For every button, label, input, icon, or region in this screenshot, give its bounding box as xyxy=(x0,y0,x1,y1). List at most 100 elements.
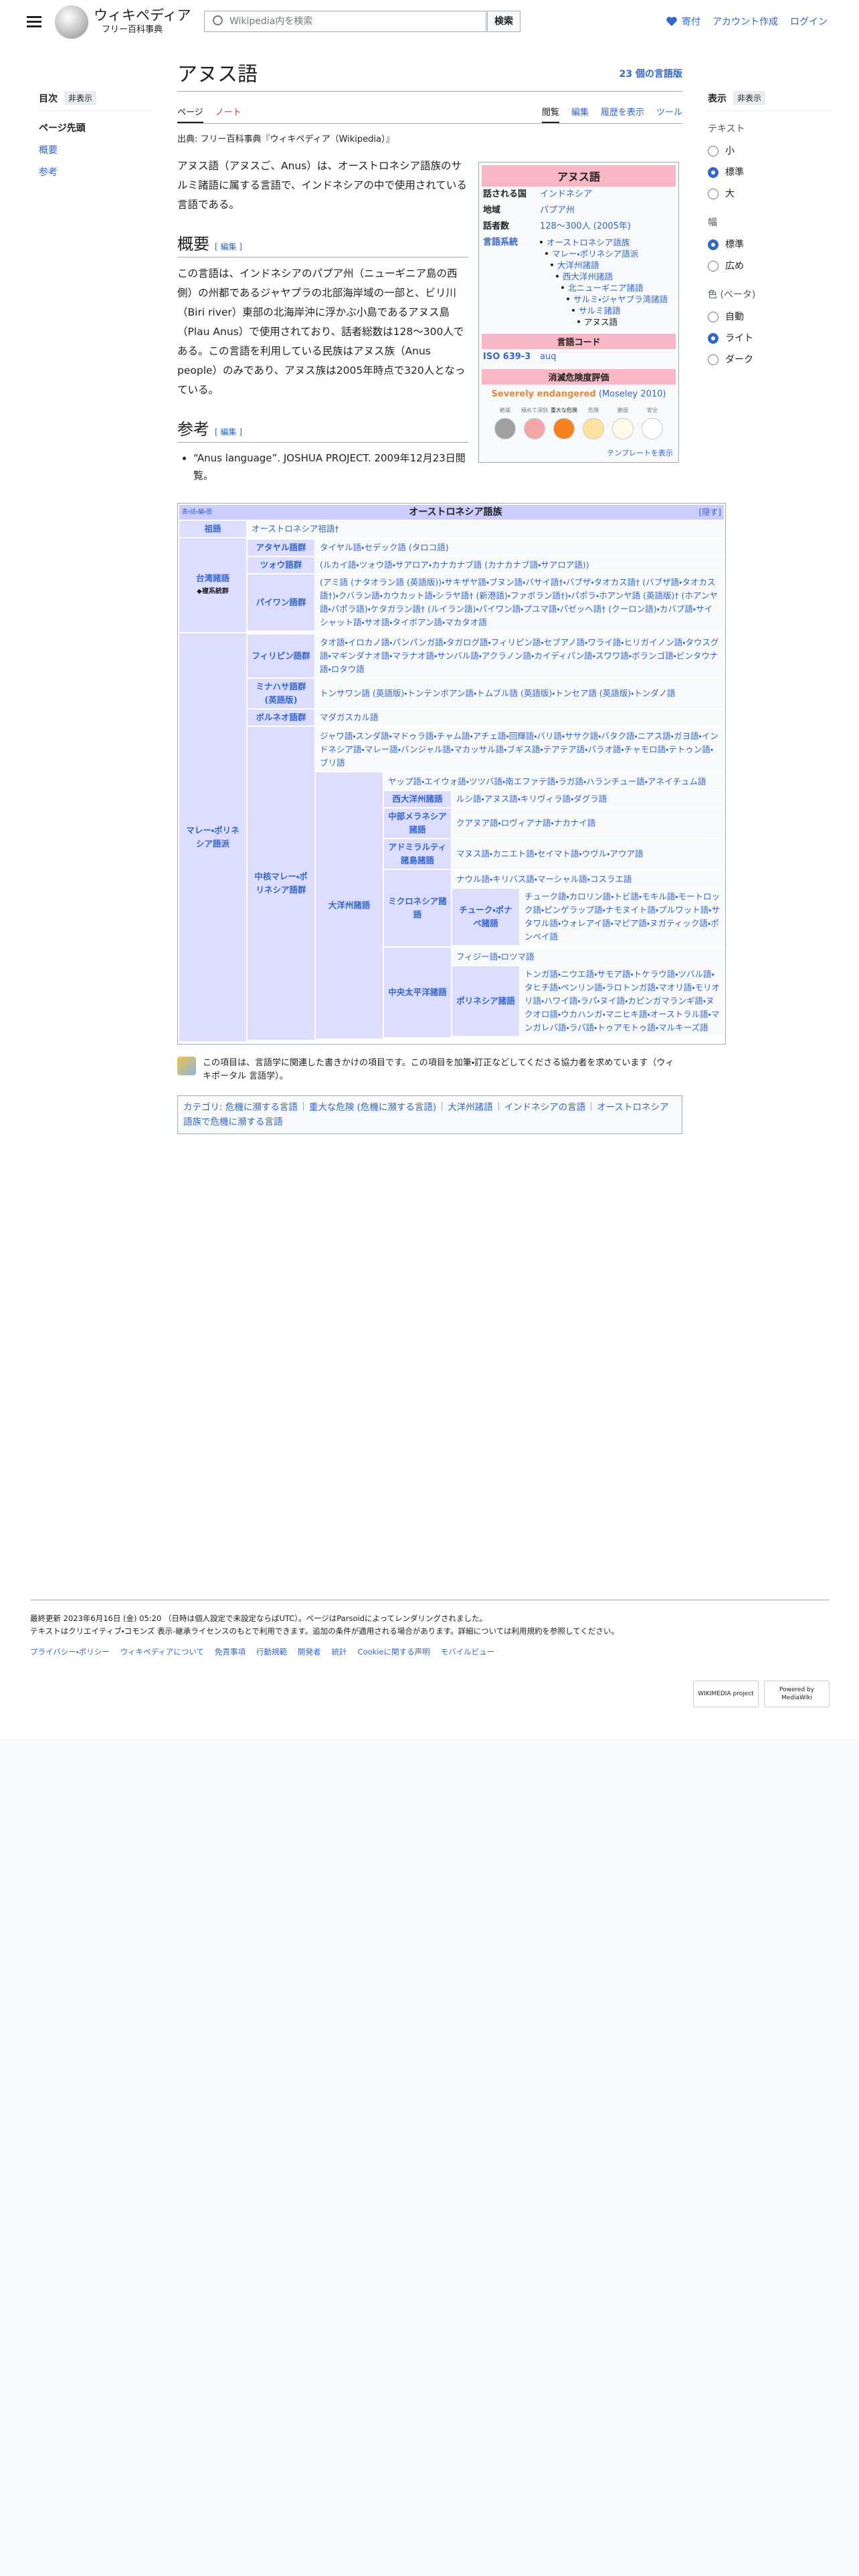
status-source[interactable]: (Moseley 2010) xyxy=(598,389,666,399)
category-link[interactable]: インドネシアの言語 xyxy=(504,1102,586,1113)
navbox-items[interactable]: クアヌア語・ロヴィアナ語・ナカナイ語 xyxy=(456,818,596,828)
navbox-group-label[interactable]: アドミラルティ諸島諸語 xyxy=(388,842,447,865)
navbox-items[interactable]: ナウル語・キリバス語・マーシャル語・コスラエ語 xyxy=(456,874,632,884)
login-link[interactable]: ログイン xyxy=(790,17,828,27)
navbox-items[interactable]: トンサワン語 (英語版)・トンテンボアン語・トムブル語 (英語版)・トンセア語 … xyxy=(320,688,676,698)
appearance-option[interactable]: 大 xyxy=(708,183,832,205)
navbox-group-label[interactable]: チューク・ポナペ諸語 xyxy=(459,905,512,928)
family-item[interactable]: 北ニューギニア諸語 xyxy=(540,282,668,294)
footer-link[interactable]: モバイルビュー xyxy=(440,1647,495,1656)
navbox-items[interactable]: ヤップ語・エイウォ語・ツツバ語・南エファテ語・ラガ語・ハランチュー語・アネイチュ… xyxy=(388,776,706,786)
category-link[interactable]: 重大な危険 (危機に瀕する言語) xyxy=(308,1102,437,1113)
navbox-group-label[interactable]: 大洋州諸語 xyxy=(328,900,371,910)
radio-button[interactable] xyxy=(708,146,719,156)
category-link[interactable]: 危機に瀕する言語 xyxy=(225,1102,298,1113)
category-link[interactable]: オーストロネシア語族で危機に瀕する言語 xyxy=(183,1102,669,1128)
footer-link[interactable]: Cookieに関する声明 xyxy=(357,1647,430,1656)
radio-button[interactable] xyxy=(708,239,719,250)
radio-button[interactable] xyxy=(708,189,719,199)
main-menu-button[interactable] xyxy=(27,16,41,28)
navbox-items[interactable]: ジャワ語・スンダ語・マドゥラ語・チャム語・アチェ語・回輝語・バリ語・ササク語・バ… xyxy=(320,731,719,768)
wikipedia-logo[interactable] xyxy=(55,5,88,39)
radio-button[interactable] xyxy=(708,312,719,322)
footer-badge[interactable]: Powered by MediaWiki xyxy=(764,1681,830,1707)
navbox-group-label[interactable]: 中部メラネシア諸語 xyxy=(388,811,447,835)
toc-item[interactable]: ページ先頭 xyxy=(39,123,86,134)
infobox-label[interactable]: ISO 639-3 xyxy=(483,352,531,362)
search-button[interactable]: 検索 xyxy=(487,11,520,32)
donate-link[interactable]: 寄付 xyxy=(666,15,700,28)
navbox-title[interactable]: オーストロネシア語族 xyxy=(409,507,502,518)
navbox-group-label[interactable]: マレー・ポリネシア語派 xyxy=(186,825,240,849)
navbox-group-label[interactable]: ポリネシア諸語 xyxy=(456,996,515,1006)
toc-item[interactable]: 参考 xyxy=(39,167,58,178)
appearance-option[interactable]: 小 xyxy=(708,140,832,162)
navbox-vte[interactable]: 表・話・編・歴 xyxy=(182,509,213,516)
infobox-value[interactable]: パプア州 xyxy=(540,205,575,215)
footer-link[interactable]: 統計 xyxy=(331,1647,347,1656)
navbox-group-label[interactable]: ツォウ語群 xyxy=(260,560,302,570)
navbox-items[interactable]: (ルカイ語・ツォウ語・サアロア・カナカナブ語 (カナカナブ語・サアロア語)) xyxy=(320,560,589,570)
wordmark[interactable]: ウィキペディア フリー百科事典 xyxy=(94,7,191,35)
navbox-items[interactable]: タイヤル語・セデック語 (タロコ語) xyxy=(320,542,449,552)
navbox-items[interactable]: マダガスカル語 xyxy=(320,712,379,722)
navbox-group-label[interactable]: ミクロネシア諸語 xyxy=(388,896,447,920)
template-link[interactable]: テンプレートを表示 xyxy=(607,449,673,457)
appearance-option[interactable]: 自動 xyxy=(708,306,832,328)
appearance-option[interactable]: 広め xyxy=(708,255,832,277)
navbox-group-label[interactable]: ボルネオ語群 xyxy=(256,712,306,722)
footer-link[interactable]: ウィキペディアについて xyxy=(120,1647,205,1656)
edit-link[interactable]: [ 編集 ] xyxy=(215,242,242,251)
radio-button[interactable] xyxy=(708,167,719,178)
footer-badge[interactable]: WIKIMEDIA project xyxy=(693,1681,759,1707)
appearance-option[interactable]: ダーク xyxy=(708,349,832,370)
navbox-toggle[interactable]: [隠す] xyxy=(698,508,721,517)
search-input[interactable]: Wikipedia内を検索 xyxy=(204,11,486,32)
footer-link[interactable]: 行動規範 xyxy=(256,1647,288,1656)
infobox-value[interactable]: 128〜300人 (2005年) xyxy=(540,221,631,231)
navbox-items[interactable]: (アミ語 (ナタオラン語 (英語版))・サキザヤ語・ブヌン語・バサイ語†・バブザ… xyxy=(320,577,718,627)
navbox-items[interactable]: トンガ語・ニウエ語・サモア語・トケラウ語・ツバル語・タヒチ語・ペンリン語・ラロト… xyxy=(524,969,721,1033)
edit-link[interactable]: [ 編集 ] xyxy=(215,427,242,437)
footer-link[interactable]: 免責事項 xyxy=(215,1647,246,1656)
infobox-value[interactable]: auq xyxy=(540,352,557,362)
family-item[interactable]: 西大洋州諸語 xyxy=(540,271,668,282)
navbox-group-label[interactable]: 中核マレー・ポリネシア語群 xyxy=(254,871,308,895)
footer-link[interactable]: プライバシー・ポリシー xyxy=(30,1647,110,1656)
navbox-group-label[interactable]: パイワン語群 xyxy=(256,597,306,607)
navbox-items[interactable]: タオ語・イロカノ語・パンパンガ語・タガログ語・フィリピン語・セブアノ語・ワライ語… xyxy=(320,637,719,674)
family-item[interactable]: マレー・ポリネシア語派 xyxy=(540,248,668,259)
appearance-option[interactable]: ライト xyxy=(708,328,832,349)
navbox-group-label[interactable]: 祖語 xyxy=(204,524,221,534)
appearance-option[interactable]: 標準 xyxy=(708,162,832,183)
navbox-items[interactable]: オーストロネシア祖語† xyxy=(252,524,339,534)
navbox-group-label[interactable]: 西大洋州諸語 xyxy=(392,794,443,804)
language-button[interactable]: 23 個の言語版 xyxy=(619,69,682,80)
navbox-group-label[interactable]: フィリピン語群 xyxy=(252,651,310,661)
radio-button[interactable] xyxy=(708,354,719,365)
navbox-group-label[interactable]: 中央太平洋諸語 xyxy=(388,987,447,997)
family-item[interactable]: サルミ・ジャヤプラ湾諸語 xyxy=(540,294,668,305)
view-tab[interactable]: 履歴を表示 xyxy=(600,108,644,118)
navbox-group-label[interactable]: 台湾諸語 xyxy=(195,573,229,583)
view-tab[interactable]: 編集 xyxy=(571,108,589,118)
status-text[interactable]: Severely endangered xyxy=(491,389,596,399)
namespace-tab[interactable]: ページ xyxy=(177,102,203,123)
navbox-group-label[interactable]: ミナハサ語群 (英語版) xyxy=(256,681,306,705)
view-tab[interactable]: ツール xyxy=(656,108,682,118)
navbox-group-label[interactable]: アタヤル語群 xyxy=(256,542,306,552)
toc-item[interactable]: 概要 xyxy=(39,145,58,156)
infobox-label[interactable]: 言語系統 xyxy=(483,237,518,247)
view-tab[interactable]: 閲覧 xyxy=(541,102,559,123)
navbox-items[interactable]: ルシ語・アヌス語・キリヴィラ語・ダグラ語 xyxy=(456,794,607,804)
namespace-tab[interactable]: ノート xyxy=(215,108,242,118)
footer-link[interactable]: 開発者 xyxy=(298,1647,321,1656)
navbox-items[interactable]: チューク語・カロリン語・トビ語・モキル語・モートロック語・ピンゲラップ語・ナモヌ… xyxy=(524,891,721,942)
family-item[interactable]: サルミ諸語 xyxy=(540,305,668,316)
toc-hide-button[interactable]: 非表示 xyxy=(64,91,97,105)
navbox-items[interactable]: マヌス語・カニエト語・セイマト語・ウヴル・アウア語 xyxy=(456,849,644,859)
radio-button[interactable] xyxy=(708,261,719,272)
categories-label[interactable]: カテゴリ: xyxy=(183,1102,223,1113)
create-account-link[interactable]: アカウント作成 xyxy=(712,17,778,27)
radio-button[interactable] xyxy=(708,333,719,344)
